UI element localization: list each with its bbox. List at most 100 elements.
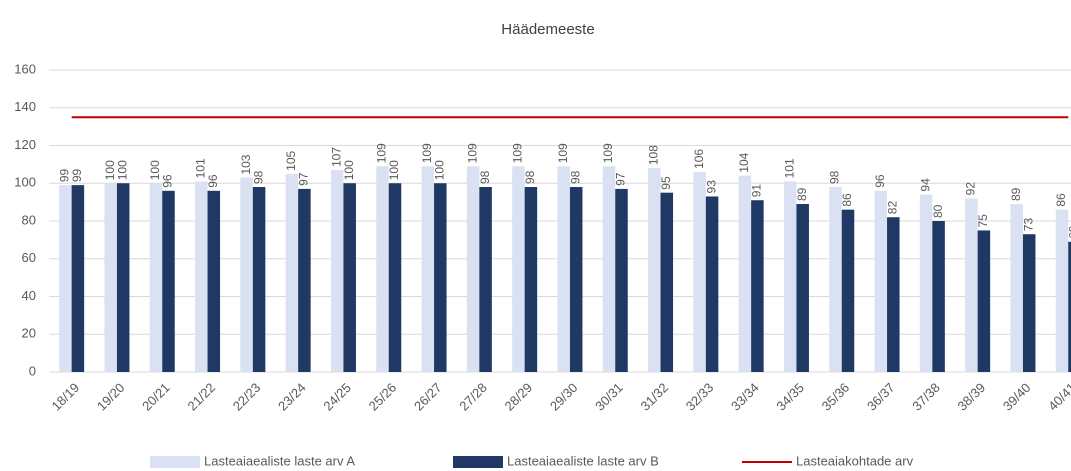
legend-label: Lasteaiaealiste laste arv A bbox=[204, 453, 355, 468]
y-tick-label: 140 bbox=[14, 99, 36, 114]
bar bbox=[1068, 241, 1071, 372]
bar bbox=[602, 166, 616, 372]
data-label: 100 bbox=[148, 160, 162, 180]
y-tick-label: 20 bbox=[22, 326, 36, 341]
data-label: 100 bbox=[342, 160, 356, 180]
data-label: 100 bbox=[115, 160, 129, 180]
legend-label: Lasteaiakohtade arv bbox=[796, 453, 914, 468]
bar bbox=[829, 187, 842, 372]
bar bbox=[376, 166, 389, 372]
data-label: 86 bbox=[1054, 193, 1068, 207]
bar bbox=[919, 194, 933, 372]
bar bbox=[162, 190, 175, 372]
bar bbox=[240, 177, 253, 372]
x-tick-label: 26/27 bbox=[411, 380, 445, 414]
x-tick-label: 34/35 bbox=[773, 380, 807, 414]
data-label: 100 bbox=[432, 160, 446, 180]
y-tick-label: 100 bbox=[14, 175, 36, 190]
legend-label: Lasteaiaealiste laste arv B bbox=[507, 453, 659, 468]
y-tick-label: 120 bbox=[14, 137, 36, 152]
y-tick-label: 0 bbox=[29, 363, 36, 378]
bar bbox=[285, 173, 299, 372]
y-tick-label: 40 bbox=[22, 288, 36, 303]
data-label: 99 bbox=[70, 168, 84, 182]
data-label: 92 bbox=[964, 182, 978, 196]
bar bbox=[615, 188, 628, 372]
legend-swatch bbox=[453, 456, 503, 468]
data-label: 97 bbox=[297, 172, 311, 186]
x-tick-label: 21/22 bbox=[184, 380, 218, 414]
bar bbox=[149, 183, 163, 372]
bar bbox=[71, 185, 85, 372]
data-label: 73 bbox=[1021, 218, 1035, 232]
data-label: 99 bbox=[58, 168, 72, 182]
bar bbox=[783, 181, 797, 372]
bar bbox=[965, 198, 978, 372]
data-label: 93 bbox=[704, 180, 718, 194]
bar bbox=[524, 187, 538, 372]
data-label: 101 bbox=[193, 158, 207, 178]
bar bbox=[298, 188, 311, 372]
bar bbox=[751, 200, 764, 372]
data-label: 107 bbox=[329, 147, 343, 167]
y-tick-label: 60 bbox=[22, 250, 36, 265]
bar bbox=[841, 209, 855, 372]
bar bbox=[1022, 234, 1036, 372]
x-tick-label: 28/29 bbox=[502, 380, 536, 414]
x-tick-label: 30/31 bbox=[592, 380, 626, 414]
bar bbox=[104, 183, 117, 372]
data-label: 108 bbox=[646, 145, 660, 165]
bar bbox=[1010, 204, 1023, 372]
data-label: 109 bbox=[556, 143, 570, 163]
x-tick-label: 36/37 bbox=[864, 380, 898, 414]
data-label: 98 bbox=[478, 170, 492, 184]
data-label: 86 bbox=[840, 193, 854, 207]
data-label: 109 bbox=[601, 143, 615, 163]
x-tick-label: 27/28 bbox=[456, 380, 490, 414]
data-label: 89 bbox=[1009, 187, 1023, 201]
bar bbox=[343, 183, 356, 372]
bar bbox=[512, 166, 525, 372]
data-label: 109 bbox=[511, 143, 525, 163]
data-label: 82 bbox=[885, 201, 899, 215]
data-label: 101 bbox=[782, 158, 796, 178]
x-tick-label: 18/19 bbox=[49, 380, 83, 414]
data-label: 69 bbox=[1067, 225, 1071, 239]
bar bbox=[932, 221, 945, 372]
data-label: 98 bbox=[523, 170, 537, 184]
y-tick-label: 160 bbox=[14, 61, 36, 76]
bar bbox=[252, 187, 266, 372]
data-label: 103 bbox=[239, 154, 253, 174]
data-label: 75 bbox=[976, 214, 990, 228]
data-label: 100 bbox=[103, 160, 117, 180]
data-label: 109 bbox=[375, 143, 389, 163]
x-tick-label: 33/34 bbox=[728, 380, 762, 414]
bar bbox=[569, 187, 583, 372]
data-label: 109 bbox=[420, 143, 434, 163]
data-label: 109 bbox=[465, 143, 479, 163]
x-tick-label: 22/23 bbox=[230, 380, 264, 414]
bar bbox=[434, 183, 447, 372]
data-label: 91 bbox=[750, 184, 764, 198]
bar bbox=[479, 187, 492, 372]
bar bbox=[207, 190, 221, 372]
data-label: 94 bbox=[918, 178, 932, 192]
bar bbox=[195, 181, 208, 372]
data-label: 95 bbox=[659, 176, 673, 190]
data-label: 96 bbox=[206, 174, 220, 188]
bar bbox=[874, 190, 888, 372]
x-tick-label: 37/38 bbox=[909, 380, 943, 414]
y-tick-label: 80 bbox=[22, 212, 36, 227]
x-tick-label: 40/41 bbox=[1045, 380, 1071, 414]
x-tick-label: 31/32 bbox=[637, 380, 671, 414]
data-label: 97 bbox=[614, 172, 628, 186]
x-tick-label: 24/25 bbox=[320, 380, 354, 414]
data-label: 96 bbox=[161, 174, 175, 188]
bar bbox=[1055, 209, 1069, 372]
data-label: 104 bbox=[737, 152, 751, 172]
bar bbox=[116, 183, 130, 372]
bar bbox=[796, 204, 809, 372]
bar bbox=[738, 175, 752, 372]
